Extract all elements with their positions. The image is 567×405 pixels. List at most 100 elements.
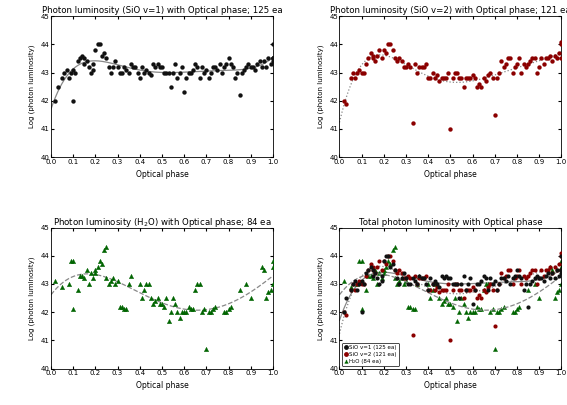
Point — [411, 272, 420, 279]
Point — [392, 275, 401, 281]
Point — [191, 286, 200, 293]
Point — [102, 275, 111, 281]
Point — [448, 286, 457, 293]
Point — [171, 61, 180, 67]
Point — [144, 69, 153, 76]
Point — [462, 286, 471, 293]
Point — [490, 278, 500, 284]
Point — [340, 98, 349, 104]
Point — [355, 278, 364, 284]
Point — [357, 258, 366, 265]
Point — [253, 61, 262, 67]
Point — [484, 286, 493, 293]
Point — [375, 258, 384, 265]
Point — [341, 295, 350, 301]
Point — [475, 281, 484, 287]
Point — [200, 69, 209, 76]
Point — [552, 289, 561, 296]
Point — [206, 69, 215, 76]
Point — [362, 61, 371, 67]
Point — [391, 266, 400, 273]
Point — [224, 55, 233, 62]
Point — [557, 258, 566, 265]
Point — [555, 261, 564, 267]
Point — [545, 264, 555, 270]
Point — [151, 298, 160, 304]
Point — [439, 298, 448, 304]
Point — [552, 266, 561, 273]
Point — [452, 281, 462, 287]
Point — [430, 281, 439, 287]
Point — [66, 69, 75, 76]
Point — [75, 55, 84, 62]
X-axis label: Optical phase: Optical phase — [424, 170, 477, 179]
Point — [149, 61, 158, 67]
Point — [537, 55, 546, 62]
Point — [122, 306, 131, 313]
Point — [226, 61, 235, 67]
Point — [481, 281, 490, 287]
Point — [382, 264, 391, 270]
Point — [107, 69, 116, 76]
Point — [557, 266, 566, 273]
Point — [341, 100, 350, 107]
Point — [375, 269, 384, 276]
Point — [177, 309, 187, 315]
Point — [404, 303, 413, 310]
Point — [552, 55, 561, 62]
Point — [139, 286, 149, 293]
Point — [257, 64, 266, 70]
Point — [377, 266, 386, 273]
Point — [173, 309, 182, 315]
Point — [532, 281, 541, 287]
Point — [523, 303, 532, 310]
Point — [353, 69, 362, 76]
Point — [392, 269, 401, 276]
Title: Photon luminosity (SiO v=2) with Optical phase; 121 ea: Photon luminosity (SiO v=2) with Optical… — [330, 6, 567, 15]
Point — [484, 281, 493, 287]
Point — [219, 64, 229, 70]
Point — [555, 286, 564, 293]
Point — [513, 266, 522, 273]
Point — [501, 61, 510, 67]
Point — [66, 258, 75, 265]
Point — [513, 272, 522, 279]
Point — [526, 281, 535, 287]
Point — [464, 286, 473, 293]
Point — [555, 272, 564, 279]
Title: Total photon luminosity with Optical phase: Total photon luminosity with Optical pha… — [358, 218, 542, 227]
Point — [388, 258, 397, 265]
Point — [86, 69, 95, 76]
Point — [532, 69, 541, 76]
Point — [475, 292, 484, 298]
Point — [266, 286, 275, 293]
Point — [384, 41, 393, 48]
Point — [528, 55, 537, 62]
Point — [392, 58, 401, 64]
Point — [406, 281, 415, 287]
Point — [484, 284, 493, 290]
Point — [346, 75, 355, 81]
Point — [464, 281, 473, 287]
Point — [541, 266, 551, 273]
Point — [391, 275, 400, 281]
Point — [136, 281, 145, 287]
Point — [501, 272, 510, 279]
Point — [548, 266, 557, 273]
Point — [494, 309, 503, 315]
Point — [503, 272, 513, 279]
Point — [357, 278, 366, 284]
Point — [153, 61, 162, 67]
Point — [535, 275, 544, 281]
Title: Photon luminosity (SiO v=1) with Optical phase; 125 ea: Photon luminosity (SiO v=1) with Optical… — [41, 6, 282, 15]
Point — [413, 69, 422, 76]
Point — [499, 275, 508, 281]
Point — [155, 64, 164, 70]
Point — [550, 52, 559, 59]
Point — [437, 286, 446, 293]
Point — [357, 306, 366, 313]
Point — [251, 66, 260, 73]
Point — [180, 309, 189, 315]
Point — [350, 286, 359, 293]
Point — [341, 312, 350, 318]
